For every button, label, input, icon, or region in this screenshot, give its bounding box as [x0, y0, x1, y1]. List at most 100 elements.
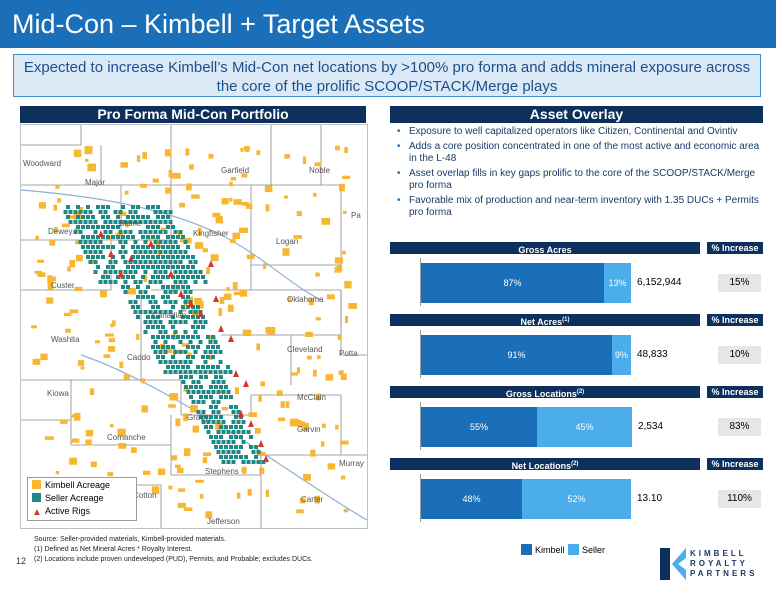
seller-tract: [191, 390, 196, 394]
kimbell-tract: [242, 329, 252, 336]
kimbell-tract: [165, 187, 172, 194]
seller-tract: [141, 255, 145, 259]
seller-tract: [143, 240, 148, 244]
seller-tract: [146, 255, 150, 259]
kimbell-tract: [141, 405, 148, 413]
seller-tract: [76, 205, 80, 209]
seller-tract: [189, 395, 193, 399]
seller-tract: [76, 215, 80, 219]
kimbell-tract: [338, 370, 344, 376]
seller-tract: [206, 355, 210, 359]
seller-tract: [216, 380, 221, 384]
kimbell-tract: [343, 509, 349, 513]
seller-tract: [196, 390, 201, 394]
kimbell-tract: [340, 373, 347, 381]
kimbell-tract: [110, 323, 114, 328]
seller-tract: [131, 205, 135, 209]
seller-tract: [214, 445, 218, 449]
seller-tract: [188, 340, 193, 344]
kimbell-tract: [168, 485, 173, 490]
seller-tract: [229, 435, 233, 439]
seller-tract: [194, 385, 198, 389]
kimbell-tract: [87, 163, 96, 172]
kimbell-tract: [67, 266, 71, 272]
seller-tract: [166, 215, 170, 219]
seller-tract: [229, 425, 233, 429]
kimbell-tract: [49, 240, 56, 246]
seller-tract: [106, 245, 110, 249]
seller-tract: [108, 280, 113, 284]
kimbell-tract: [229, 197, 233, 202]
kimbell-tract: [38, 202, 46, 209]
seller-tract: [199, 375, 203, 379]
kimbell-tract: [107, 472, 114, 477]
seller-tract: [214, 435, 218, 439]
seller-tract: [211, 410, 216, 414]
seller-tract: [126, 265, 130, 269]
seller-tract: [221, 420, 226, 424]
seller-tract: [86, 225, 90, 229]
seller-tract: [138, 220, 143, 224]
seller-tract: [218, 360, 223, 364]
seller-tract: [141, 295, 145, 299]
bar-kimbell: 55%: [421, 407, 537, 447]
seller-tract: [143, 270, 148, 274]
seller-tract: [153, 210, 158, 214]
seller-tract: [66, 215, 70, 219]
seller-tract: [181, 275, 185, 279]
seller-tract: [91, 255, 95, 259]
seller-tract: [183, 300, 188, 304]
seller-tract: [126, 215, 130, 219]
seller-tract: [191, 380, 196, 384]
kimbell-tract: [234, 387, 239, 395]
seller-tract: [136, 305, 140, 309]
seller-tract: [183, 360, 188, 364]
bar-seller: 9%: [612, 335, 631, 375]
kimbell-tract: [239, 227, 248, 233]
kimbell-tract: [73, 149, 82, 157]
county-label: Canadian: [152, 311, 187, 320]
seller-tract: [111, 245, 115, 249]
kimbell-tract: [326, 294, 335, 300]
seller-tract: [193, 350, 198, 354]
seller-tract: [88, 220, 93, 224]
county-label: Cleveland: [287, 345, 323, 354]
rig-icon: [128, 255, 134, 262]
seller-tract: [86, 205, 90, 209]
seller-tract: [138, 290, 143, 294]
kimbell-tract: [69, 259, 75, 268]
seller-tract: [189, 385, 193, 389]
seller-tract: [146, 215, 150, 219]
legend-kimbell: Kimbell Acreage: [32, 479, 110, 491]
seller-tract: [153, 240, 158, 244]
swatch-icon: [568, 544, 579, 555]
seller-tract: [171, 285, 175, 289]
swatch-icon: [32, 493, 41, 502]
seller-tract: [224, 385, 228, 389]
kimbell-tract: [256, 343, 260, 351]
seller-tract: [191, 400, 196, 404]
seller-tract: [226, 450, 231, 454]
kimbell-tract: [321, 218, 331, 225]
seller-tract: [98, 280, 103, 284]
seller-tract: [196, 305, 200, 309]
seller-tract: [131, 265, 135, 269]
seller-tract: [153, 300, 158, 304]
seller-tract: [123, 240, 128, 244]
seller-tract: [151, 255, 155, 259]
seller-tract: [231, 440, 236, 444]
kimbell-tract: [47, 275, 53, 284]
metric-total: 48,833: [637, 349, 668, 360]
kimbell-tract: [338, 335, 342, 341]
kimbell-tract: [241, 468, 246, 473]
kimbell-tract: [229, 181, 233, 187]
seller-tract: [203, 350, 208, 354]
seller-tract: [246, 460, 251, 464]
seller-tract: [186, 345, 190, 349]
seller-tract: [173, 270, 178, 274]
seller-tract: [209, 395, 213, 399]
seller-tract: [163, 340, 168, 344]
seller-tract: [234, 425, 238, 429]
kimbell-tract: [187, 352, 192, 357]
county-label: Noble: [309, 166, 330, 175]
